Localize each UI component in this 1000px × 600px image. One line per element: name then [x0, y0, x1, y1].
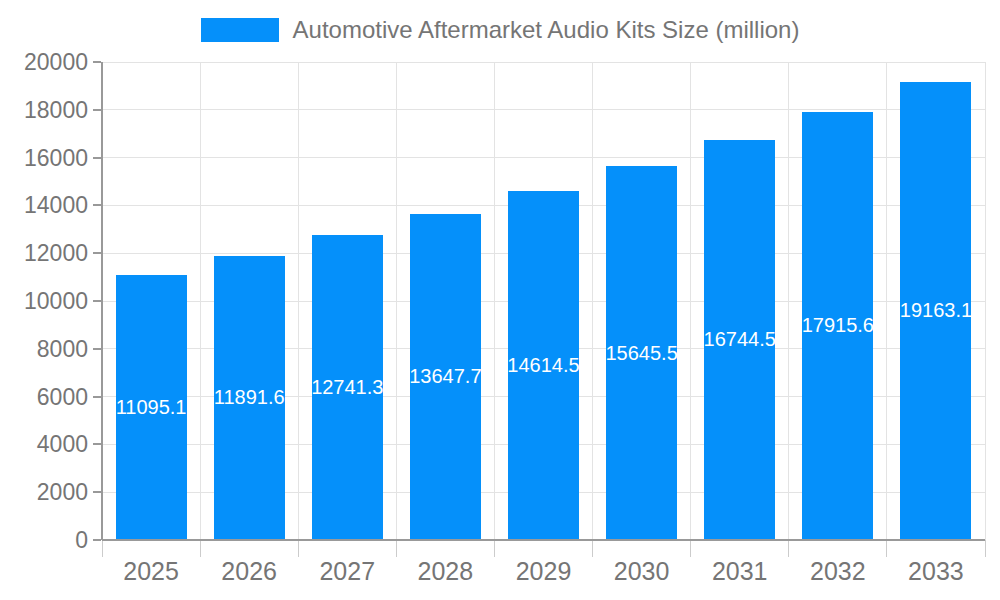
x-axis-tick	[298, 540, 299, 557]
bar-value-label: 17915.6	[802, 314, 873, 337]
y-axis-tick-label: 20000	[0, 48, 88, 76]
y-axis-tick-label: 8000	[0, 335, 88, 363]
bar-value-label: 16744.5	[704, 328, 775, 351]
y-axis-line	[101, 62, 103, 540]
y-axis-tick-label: 16000	[0, 144, 88, 172]
y-axis-tick-label: 0	[0, 526, 88, 554]
bar-value-label: 19163.1	[900, 299, 971, 322]
bar-value-label: 12741.3	[312, 376, 383, 399]
bar-2033[interactable]: 19163.1	[900, 82, 971, 540]
y-axis-tick	[93, 300, 101, 302]
bar-chart: Automotive Aftermarket Audio Kits Size (…	[0, 0, 1000, 600]
gridline-x	[396, 62, 397, 540]
bar-value-label: 13647.7	[410, 365, 481, 388]
x-axis-tick	[396, 540, 397, 557]
y-axis-tick	[93, 61, 101, 63]
y-axis-tick	[93, 348, 101, 350]
bar-value-label: 11891.6	[214, 386, 285, 409]
gridline-x	[690, 62, 691, 540]
bar-2029[interactable]: 14614.5	[508, 191, 579, 540]
x-axis-tick-label: 2028	[396, 557, 494, 585]
gridline-x	[886, 62, 887, 540]
y-axis-tick	[93, 109, 101, 111]
y-axis-tick	[93, 443, 101, 445]
x-axis-tick-label: 2029	[494, 557, 592, 585]
x-axis-tick	[200, 540, 201, 557]
x-axis-tick	[690, 540, 691, 557]
bar-2032[interactable]: 17915.6	[802, 112, 873, 540]
gridline-x	[788, 62, 789, 540]
y-axis-tick-label: 18000	[0, 96, 88, 124]
y-axis-tick-label: 10000	[0, 287, 88, 315]
x-axis-tick-label: 2032	[789, 557, 887, 585]
gridline-x	[592, 62, 593, 540]
gridline-x	[298, 62, 299, 540]
y-axis-tick	[93, 252, 101, 254]
gridline-y	[102, 109, 985, 110]
bar-2027[interactable]: 12741.3	[312, 235, 383, 540]
y-axis-tick-label: 2000	[0, 478, 88, 506]
gridline-x	[494, 62, 495, 540]
x-axis-tick	[494, 540, 495, 557]
x-axis-tick-label: 2030	[593, 557, 691, 585]
x-axis-tick-label: 2031	[691, 557, 789, 585]
plot-area: 0 2000 4000 6000 8000 10000 12000 14000 16000 180…	[0, 0, 1000, 600]
y-axis-tick	[93, 157, 101, 159]
bar-2028[interactable]: 13647.7	[410, 214, 481, 540]
x-axis-tick-label: 2033	[887, 557, 985, 585]
bar-value-label: 11095.1	[116, 396, 187, 419]
y-axis-tick	[93, 204, 101, 206]
x-axis-line	[102, 539, 985, 541]
x-axis-tick	[886, 540, 887, 557]
y-axis-tick	[93, 491, 101, 493]
bar-value-label: 14614.5	[508, 354, 579, 377]
x-axis-tick	[788, 540, 789, 557]
bar-2030[interactable]: 15645.5	[606, 166, 677, 540]
x-axis-tick	[102, 540, 103, 557]
x-axis-tick-label: 2025	[102, 557, 200, 585]
x-axis-tick	[592, 540, 593, 557]
x-axis-tick-label: 2027	[298, 557, 396, 585]
y-axis-tick	[93, 539, 101, 541]
gridline-y	[102, 62, 985, 63]
y-axis-tick-label: 12000	[0, 239, 88, 267]
y-axis-tick-label: 6000	[0, 383, 88, 411]
bar-2025[interactable]: 11095.1	[116, 275, 187, 540]
bar-value-label: 15645.5	[606, 342, 677, 365]
y-axis-tick-label: 4000	[0, 430, 88, 458]
bar-2026[interactable]: 11891.6	[214, 256, 285, 540]
gridline-x	[200, 62, 201, 540]
gridline-x	[985, 62, 986, 540]
x-axis-tick-label: 2026	[200, 557, 298, 585]
x-axis-tick	[985, 540, 986, 557]
y-axis-tick	[93, 396, 101, 398]
bar-2031[interactable]: 16744.5	[704, 140, 775, 540]
y-axis-tick-label: 14000	[0, 191, 88, 219]
